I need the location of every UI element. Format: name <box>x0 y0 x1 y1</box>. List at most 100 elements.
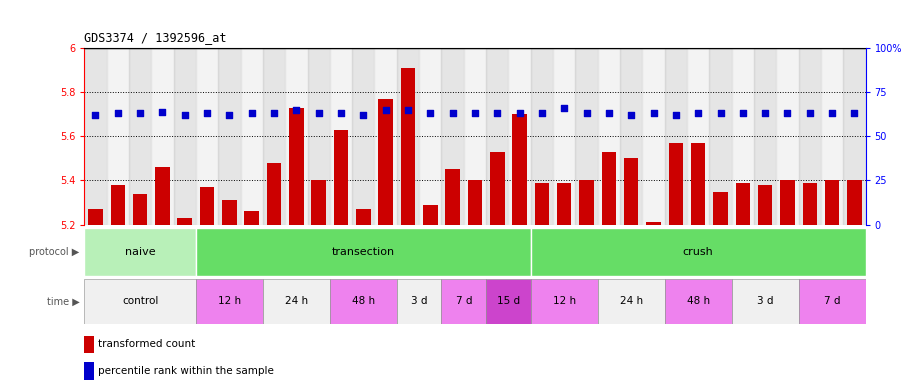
Bar <box>196 228 530 276</box>
Bar <box>799 48 821 225</box>
Bar <box>222 200 236 225</box>
Point <box>445 110 460 116</box>
Bar <box>445 169 460 225</box>
Bar <box>530 279 598 324</box>
Text: GDS3374 / 1392596_at: GDS3374 / 1392596_at <box>84 31 227 44</box>
Point <box>423 110 438 116</box>
Bar <box>575 48 598 225</box>
Bar <box>151 48 173 225</box>
Point <box>802 110 817 116</box>
Bar <box>802 183 817 225</box>
Bar <box>245 212 259 225</box>
Bar <box>397 279 442 324</box>
Text: 12 h: 12 h <box>552 296 576 306</box>
Bar <box>289 108 303 225</box>
Point <box>267 110 281 116</box>
Bar <box>420 48 442 225</box>
Bar <box>218 48 241 225</box>
Point <box>467 110 482 116</box>
Bar <box>732 48 754 225</box>
Bar <box>825 180 839 225</box>
Bar <box>665 48 687 225</box>
Bar <box>512 114 527 225</box>
Text: 3 d: 3 d <box>411 296 428 306</box>
Point <box>535 110 550 116</box>
Point <box>88 112 103 118</box>
Bar <box>553 48 575 225</box>
Bar <box>330 279 397 324</box>
Point <box>222 112 236 118</box>
Point <box>111 110 125 116</box>
Point <box>178 112 192 118</box>
Point <box>557 105 572 111</box>
Point <box>311 110 326 116</box>
Bar <box>308 48 330 225</box>
Bar <box>106 48 129 225</box>
Point <box>736 110 750 116</box>
Bar <box>754 48 777 225</box>
Text: control: control <box>122 296 158 306</box>
Point <box>512 110 527 116</box>
Bar <box>714 192 728 225</box>
Bar <box>758 185 772 225</box>
Bar <box>665 279 732 324</box>
Bar <box>263 279 330 324</box>
Point <box>356 112 371 118</box>
Point <box>714 110 728 116</box>
Bar <box>642 48 665 225</box>
Bar <box>624 159 638 225</box>
Bar <box>129 48 151 225</box>
Bar <box>799 279 866 324</box>
Text: protocol ▶: protocol ▶ <box>29 247 80 258</box>
Bar <box>486 48 508 225</box>
Bar <box>530 48 553 225</box>
Bar <box>84 228 196 276</box>
Point <box>758 110 772 116</box>
Bar <box>620 48 642 225</box>
Point <box>490 110 505 116</box>
Bar <box>330 48 352 225</box>
Text: 24 h: 24 h <box>285 296 308 306</box>
Bar <box>598 48 620 225</box>
Point <box>669 112 683 118</box>
Bar <box>847 180 862 225</box>
Bar <box>442 48 463 225</box>
Bar <box>241 48 263 225</box>
Bar <box>285 48 308 225</box>
Point <box>245 110 259 116</box>
Bar <box>687 48 709 225</box>
Point <box>133 110 147 116</box>
Bar <box>669 143 683 225</box>
Bar <box>155 167 169 225</box>
Bar <box>530 228 866 276</box>
Text: transformed count: transformed count <box>98 339 195 349</box>
Bar <box>111 185 125 225</box>
Text: 48 h: 48 h <box>352 296 375 306</box>
Text: 3 d: 3 d <box>757 296 773 306</box>
Point <box>780 110 795 116</box>
Text: 12 h: 12 h <box>218 296 241 306</box>
Point <box>155 109 169 115</box>
Bar <box>267 163 281 225</box>
Bar <box>88 209 103 225</box>
Bar <box>200 187 214 225</box>
Bar <box>133 194 147 225</box>
Bar <box>777 48 799 225</box>
Bar <box>333 130 348 225</box>
Point <box>624 112 638 118</box>
Text: percentile rank within the sample: percentile rank within the sample <box>98 366 274 376</box>
Bar <box>84 336 93 353</box>
Point <box>400 107 415 113</box>
Bar <box>173 48 196 225</box>
Bar <box>84 279 196 324</box>
Bar <box>535 183 550 225</box>
Bar <box>736 183 750 225</box>
Text: 7 d: 7 d <box>455 296 472 306</box>
Bar <box>709 48 732 225</box>
Text: 48 h: 48 h <box>687 296 710 306</box>
Bar <box>602 152 616 225</box>
Point <box>824 110 839 116</box>
Point <box>333 110 348 116</box>
Bar <box>378 99 393 225</box>
Bar <box>821 48 844 225</box>
